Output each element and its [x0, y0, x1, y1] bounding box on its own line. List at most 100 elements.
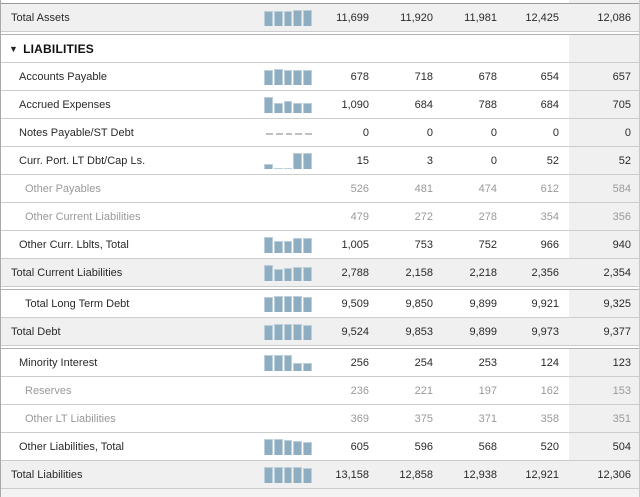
- group-separator: [1, 287, 639, 290]
- value-cell: 52: [546, 154, 559, 167]
- sparkline-bar: [283, 440, 293, 455]
- value-cell: 9,973: [531, 325, 559, 338]
- value-cell: 9,899: [469, 325, 497, 338]
- value-cell: 1,090: [341, 98, 369, 111]
- row-label-text: Notes Payable/ST Debt: [19, 126, 134, 139]
- value-cell: 481: [414, 182, 433, 195]
- table-row: Other LT Liabilities 369 375 371 358 351: [1, 405, 639, 433]
- value-cell: 752: [478, 238, 497, 251]
- row-label: Accounts Payable: [1, 63, 263, 90]
- value-cell: 375: [414, 412, 433, 425]
- value-cell: 358: [540, 412, 559, 425]
- value-cell: 369: [350, 412, 369, 425]
- sparkline-bar: [264, 97, 273, 113]
- value-cell: 12,921: [525, 468, 559, 481]
- sparkline-zero-dash: [266, 133, 273, 135]
- value-cell: 9,899: [469, 297, 497, 310]
- sparkline-bar: [283, 101, 293, 113]
- value-cell: 9,325: [569, 290, 639, 317]
- value-cell: 605: [350, 440, 369, 453]
- sparkline-bar: [303, 267, 312, 281]
- table-row: Reserves 236 221 197 162 153: [1, 377, 639, 405]
- value-cell: 612: [540, 182, 559, 195]
- sparkline-bar: [283, 268, 293, 281]
- sparkline: [263, 259, 315, 286]
- row-label: Other LT Liabilities: [1, 405, 263, 432]
- value-cell: 123: [569, 349, 639, 376]
- value-cell: 9,377: [569, 318, 639, 345]
- row-label: Other Liabilities, Total: [1, 433, 263, 460]
- table-row: Other Current Liabilities 479 272 278 354 356: [1, 203, 639, 231]
- value-cell: 12,425: [525, 11, 559, 24]
- sparkline-bar: [283, 168, 293, 169]
- row-label-text: Accounts Payable: [19, 70, 108, 83]
- value-cell: 684: [540, 98, 559, 111]
- value-cell: 354: [540, 210, 559, 223]
- row-label-text: Total Liabilities: [11, 468, 83, 481]
- sparkline: [263, 377, 315, 404]
- value-cell: 162: [540, 384, 559, 397]
- group-separator: [1, 32, 639, 35]
- value-cell: 253: [478, 356, 497, 369]
- sparkline-bar: [303, 442, 312, 455]
- table-body: Total Assets 11,699 11,920 11,981 12,425 12,0…: [1, 4, 639, 489]
- shaded-column-top: [569, 0, 639, 3]
- sparkline-zero-dash: [305, 133, 312, 135]
- sparkline-bar: [273, 69, 283, 85]
- value-cell: 153: [569, 377, 639, 404]
- value-cell: 254: [414, 356, 433, 369]
- row-label-text: Total Current Liabilities: [11, 266, 123, 279]
- table-row: Total Long Term Debt 9,509 9,850 9,899 9,921…: [1, 290, 639, 318]
- sparkline-bar: [273, 241, 283, 253]
- sparkline-bar: [283, 467, 293, 483]
- value-cell: 788: [478, 98, 497, 111]
- value-cell: 15: [356, 154, 369, 167]
- sparkline-bar: [273, 296, 283, 312]
- sparkline-zero-dash: [285, 133, 293, 135]
- value-cell: 11,981: [464, 11, 497, 24]
- row-label-text: Accrued Expenses: [19, 98, 111, 111]
- sparkline-bar: [303, 153, 312, 169]
- value-cell: 221: [414, 384, 433, 397]
- value-cell: 1,005: [341, 238, 369, 251]
- table-row: Other Payables 526 481 474 612 584: [1, 175, 639, 203]
- value-cell: 371: [478, 412, 497, 425]
- sparkline-bar: [283, 241, 293, 253]
- value-cell: 718: [414, 70, 433, 83]
- triangle-down-collapse-icon[interactable]: ▼: [9, 43, 19, 54]
- sparkline-bar: [293, 70, 303, 85]
- sparkline: [263, 349, 315, 376]
- sparkline-bar: [264, 11, 273, 26]
- value-cell: 11,920: [400, 11, 433, 24]
- row-label-text: Total Debt: [11, 325, 61, 338]
- row-label-text: Curr. Port. LT Dbt/Cap Ls.: [19, 154, 146, 167]
- value-cell: 0: [569, 119, 639, 146]
- row-label: Minority Interest: [1, 349, 263, 376]
- sparkline-bar: [264, 325, 273, 340]
- value-cell: 0: [552, 126, 559, 139]
- row-label-text: Other Liabilities, Total: [19, 440, 124, 453]
- value-cell: 351: [569, 405, 639, 432]
- row-label-text: Other LT Liabilities: [25, 412, 116, 425]
- value-cell: 12,858: [399, 468, 433, 481]
- sparkline-bar: [264, 297, 273, 312]
- sparkline-bar: [303, 325, 312, 340]
- sparkline-bar: [303, 468, 312, 483]
- row-label: Total Debt: [1, 318, 263, 345]
- value-cell: 52: [569, 147, 639, 174]
- partial-row-bottom: [1, 489, 639, 497]
- row-label: Other Payables: [1, 175, 263, 202]
- value-cell: 2,158: [405, 266, 433, 279]
- sparkline: [263, 318, 315, 345]
- row-label: Notes Payable/ST Debt: [1, 119, 263, 146]
- value-cell: 256: [350, 356, 369, 369]
- section-header-row[interactable]: ▼ LIABILITIES: [1, 35, 639, 63]
- value-cell: 684: [414, 98, 433, 111]
- sparkline: [263, 405, 315, 432]
- value-cell: 678: [350, 70, 369, 83]
- sparkline-bar: [293, 363, 303, 371]
- sparkline-bar: [293, 441, 303, 455]
- value-cell: 526: [350, 182, 369, 195]
- value-cell: 12,938: [463, 468, 497, 481]
- value-cell: 0: [362, 126, 369, 139]
